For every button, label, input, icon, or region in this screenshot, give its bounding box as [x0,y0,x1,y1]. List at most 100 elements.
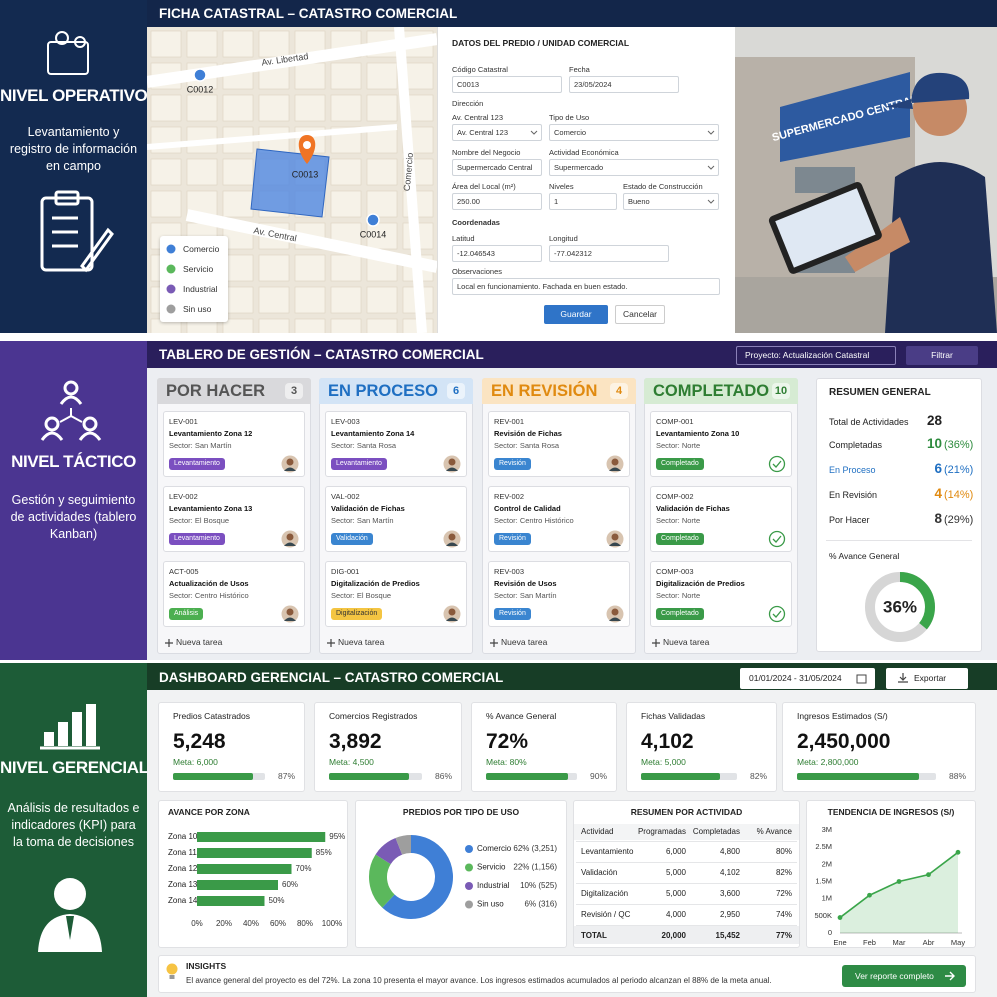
avatar-head [286,608,294,616]
section-header [147,0,997,27]
task-sector: Sector: El Bosque [331,591,392,600]
avatar [281,455,299,473]
kpi-label: Predios Catastrados [173,711,251,721]
task-sector: Sector: San Martín [494,591,557,600]
chart-title: AVANCE POR ZONA [168,807,250,817]
field-value: Supermercado [554,164,604,172]
map-block [330,158,362,186]
field-input[interactable] [549,159,719,176]
field-input[interactable] [452,159,542,176]
bulb-base [169,975,175,979]
table-row-line [576,904,797,905]
chart-title: TENDENCIA DE INGRESOS (S/) [827,807,955,817]
field-input[interactable] [549,245,669,262]
bulb-icon [166,963,178,979]
table-cell: 6,000 [665,847,686,856]
table-cell: Actividad [581,827,614,836]
save-button[interactable]: Guardar [544,305,608,324]
summary-value: 8 [934,511,942,526]
chart-title: PREDIOS POR TIPO DE USO [402,807,520,817]
progress-label: 87% [277,771,295,781]
person-body [885,162,997,333]
point [896,879,902,884]
summary-pct: (14%) [944,489,974,501]
task-title: Control de Calidad [494,504,561,513]
field-input[interactable] [452,278,720,295]
add-task: Nueva tarea [338,637,385,647]
marker [366,213,380,227]
section-title: FICHA CATASTRAL – CATASTRO COMERCIAL [159,6,458,21]
avatar-head [286,458,294,466]
field-input[interactable] [452,193,542,210]
table-row-line [576,862,797,863]
bar [197,880,278,890]
field-label: Actividad Económica [549,148,619,157]
value-label: 6% (316) [525,900,558,909]
map-block [330,318,362,333]
icon-team [40,380,102,441]
field-input[interactable] [549,124,719,141]
table-cell: Digitalización [581,889,629,898]
field-input[interactable] [452,124,542,141]
map-block [150,30,182,58]
field-input[interactable] [452,76,562,93]
task-id: REV-003 [494,567,525,576]
map-block [294,94,326,122]
column-count: 6 [447,383,465,399]
field-input[interactable] [623,193,719,210]
marker-label: C0012 [187,84,214,94]
chart-panel [806,800,976,948]
map-block [258,318,290,333]
download [898,673,908,683]
map-block [366,158,398,186]
task-id: COMP-002 [656,492,694,501]
legend-label: Comercio [477,844,512,853]
report-button[interactable]: Ver reporte completo [842,965,966,987]
gauge: 36% [865,572,935,642]
y-tick-label: 2M [822,859,832,868]
calendar-icon [856,674,867,684]
field-input[interactable] [549,193,617,210]
y-tick-label: Zona 13 [168,880,198,889]
task-tag: Revisión [494,458,531,470]
donut-segment [375,837,403,865]
export-button[interactable]: Exportar [886,668,968,689]
task-tag: Completado [656,533,704,545]
kpi-meta: Meta: 5,000 [641,757,686,767]
icon-shape [59,408,83,423]
kpi-value: 72% [486,730,529,753]
cancel-button[interactable]: Cancelar [615,305,665,324]
form-section: Coordenadas [452,218,500,227]
select-caret [707,165,715,170]
value-label: 50% [269,896,285,905]
field-label: Latitud [452,234,475,243]
avatar-body [446,617,458,621]
task-card[interactable] [325,411,467,477]
progress-label: 88% [948,771,966,781]
map-block [186,158,218,186]
table-row-line [576,841,797,842]
donut-segment [382,835,453,919]
task-sector: Sector: Santa Rosa [331,441,397,450]
icon-shape [82,416,98,432]
legend-swatch [166,304,176,314]
table-cell: 4,800 [719,847,740,856]
legend-dot [166,264,176,274]
plus [165,639,173,647]
filter-button[interactable]: Filtrar [906,346,978,365]
gauge-title: % Avance General [829,551,900,561]
task-id: REV-001 [494,417,525,426]
field-input[interactable] [569,76,679,93]
insights-title: INSIGHTS [186,961,227,971]
x-tick-label: 80% [297,919,313,928]
icon-shape [80,227,114,273]
field-input[interactable] [452,245,542,262]
project-select[interactable]: Proyecto: Actualización Catastral [736,346,896,365]
table-cell: 15,452 [715,931,740,940]
summary-pct: (21%) [944,464,974,476]
kpi-meta: Meta: 6,000 [173,757,218,767]
table-row-line [576,925,797,926]
icon-shape [44,732,54,746]
date-range[interactable]: 01/01/2024 - 31/05/2024 [740,668,875,689]
